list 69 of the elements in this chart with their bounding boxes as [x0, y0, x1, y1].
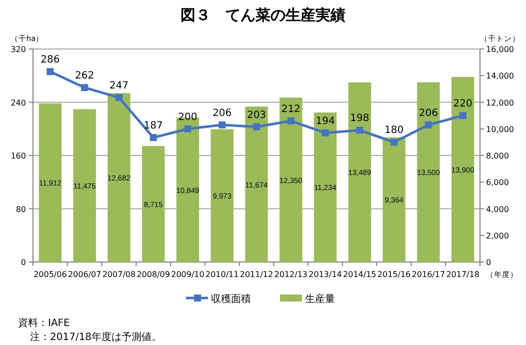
y-tick-label: 0 — [20, 258, 26, 267]
bar — [280, 98, 302, 262]
y2-tick-label: 10,000 — [486, 124, 514, 134]
bar — [38, 103, 62, 262]
x-tick-label: 2005/06 — [34, 270, 67, 279]
point — [424, 121, 432, 128]
point — [115, 94, 122, 102]
data-label: 206 — [418, 108, 438, 119]
bar — [451, 76, 474, 262]
data-label: 206 — [212, 108, 232, 119]
x-tick-label: 2009/10 — [171, 270, 204, 279]
x-tick-label: 2014/15 — [343, 270, 376, 279]
y2-tick-label: 12,000 — [486, 98, 514, 108]
bar — [348, 82, 371, 262]
bar — [314, 112, 337, 262]
point — [459, 112, 466, 120]
x-tick-label: 2011/12 — [240, 270, 274, 279]
y-tick-label: 160 — [10, 152, 26, 160]
x-tick-label: 2012/13 — [274, 270, 308, 279]
x-tick-label: 2016/17 — [412, 270, 446, 279]
data-label: 286 — [40, 54, 60, 66]
data-label: 220 — [453, 98, 472, 110]
point — [150, 134, 157, 142]
point — [287, 117, 294, 124]
x-tick-label: 2007/08 — [102, 270, 136, 279]
y2-tick-label: 14,000 — [486, 72, 514, 81]
y2-tick-label: 16,000 — [486, 45, 514, 54]
data-label: 198 — [350, 113, 370, 124]
legend-label: 生産量 — [305, 293, 335, 305]
point — [253, 123, 260, 130]
point — [184, 125, 192, 132]
point — [356, 126, 364, 134]
data-label: 203 — [246, 110, 266, 121]
x-tick-label: 2008/09 — [136, 270, 170, 279]
data-label: 187 — [144, 120, 163, 132]
chart-title: 図３ てん菜の生産実績 — [180, 6, 346, 24]
x-tick-label: 2015/16 — [377, 270, 411, 279]
bar — [210, 129, 234, 262]
bar — [417, 82, 440, 262]
y2-tick-label: 6,000 — [486, 178, 509, 188]
point — [81, 84, 88, 92]
bar — [108, 93, 130, 262]
data-label: 262 — [75, 70, 94, 82]
x-tick-label: 2013/14 — [308, 270, 342, 279]
text: 注：2017/18年度は予測値。 — [30, 331, 162, 343]
x-tick-label: 2010/11 — [206, 270, 239, 279]
y-tick-label: 240 — [10, 98, 26, 108]
legend-label: 収穫面積 — [211, 293, 251, 305]
bar — [382, 137, 406, 262]
point — [390, 138, 398, 146]
x-tick-label: 2017/18 — [446, 270, 480, 279]
point — [46, 68, 54, 76]
y-tick-label: 320 — [10, 45, 26, 54]
text: 資料：IAFE — [18, 317, 70, 329]
data-label: 194 — [316, 116, 335, 127]
y2-tick-label: 4,000 — [486, 204, 509, 214]
bar — [245, 106, 268, 262]
y2-tick-label: 0 — [486, 258, 492, 267]
x-tick-label: 2006/07 — [68, 270, 102, 279]
point — [322, 129, 329, 136]
y2-tick-label: 8,000 — [486, 152, 509, 160]
bar — [142, 146, 165, 262]
point — [218, 121, 226, 128]
data-label: 212 — [281, 104, 300, 115]
bar — [73, 109, 96, 262]
data-label: 247 — [109, 80, 129, 92]
data-label: 180 — [384, 125, 404, 136]
y2-tick-label: 2,000 — [486, 231, 509, 240]
y-tick-label: 80 — [16, 204, 26, 214]
